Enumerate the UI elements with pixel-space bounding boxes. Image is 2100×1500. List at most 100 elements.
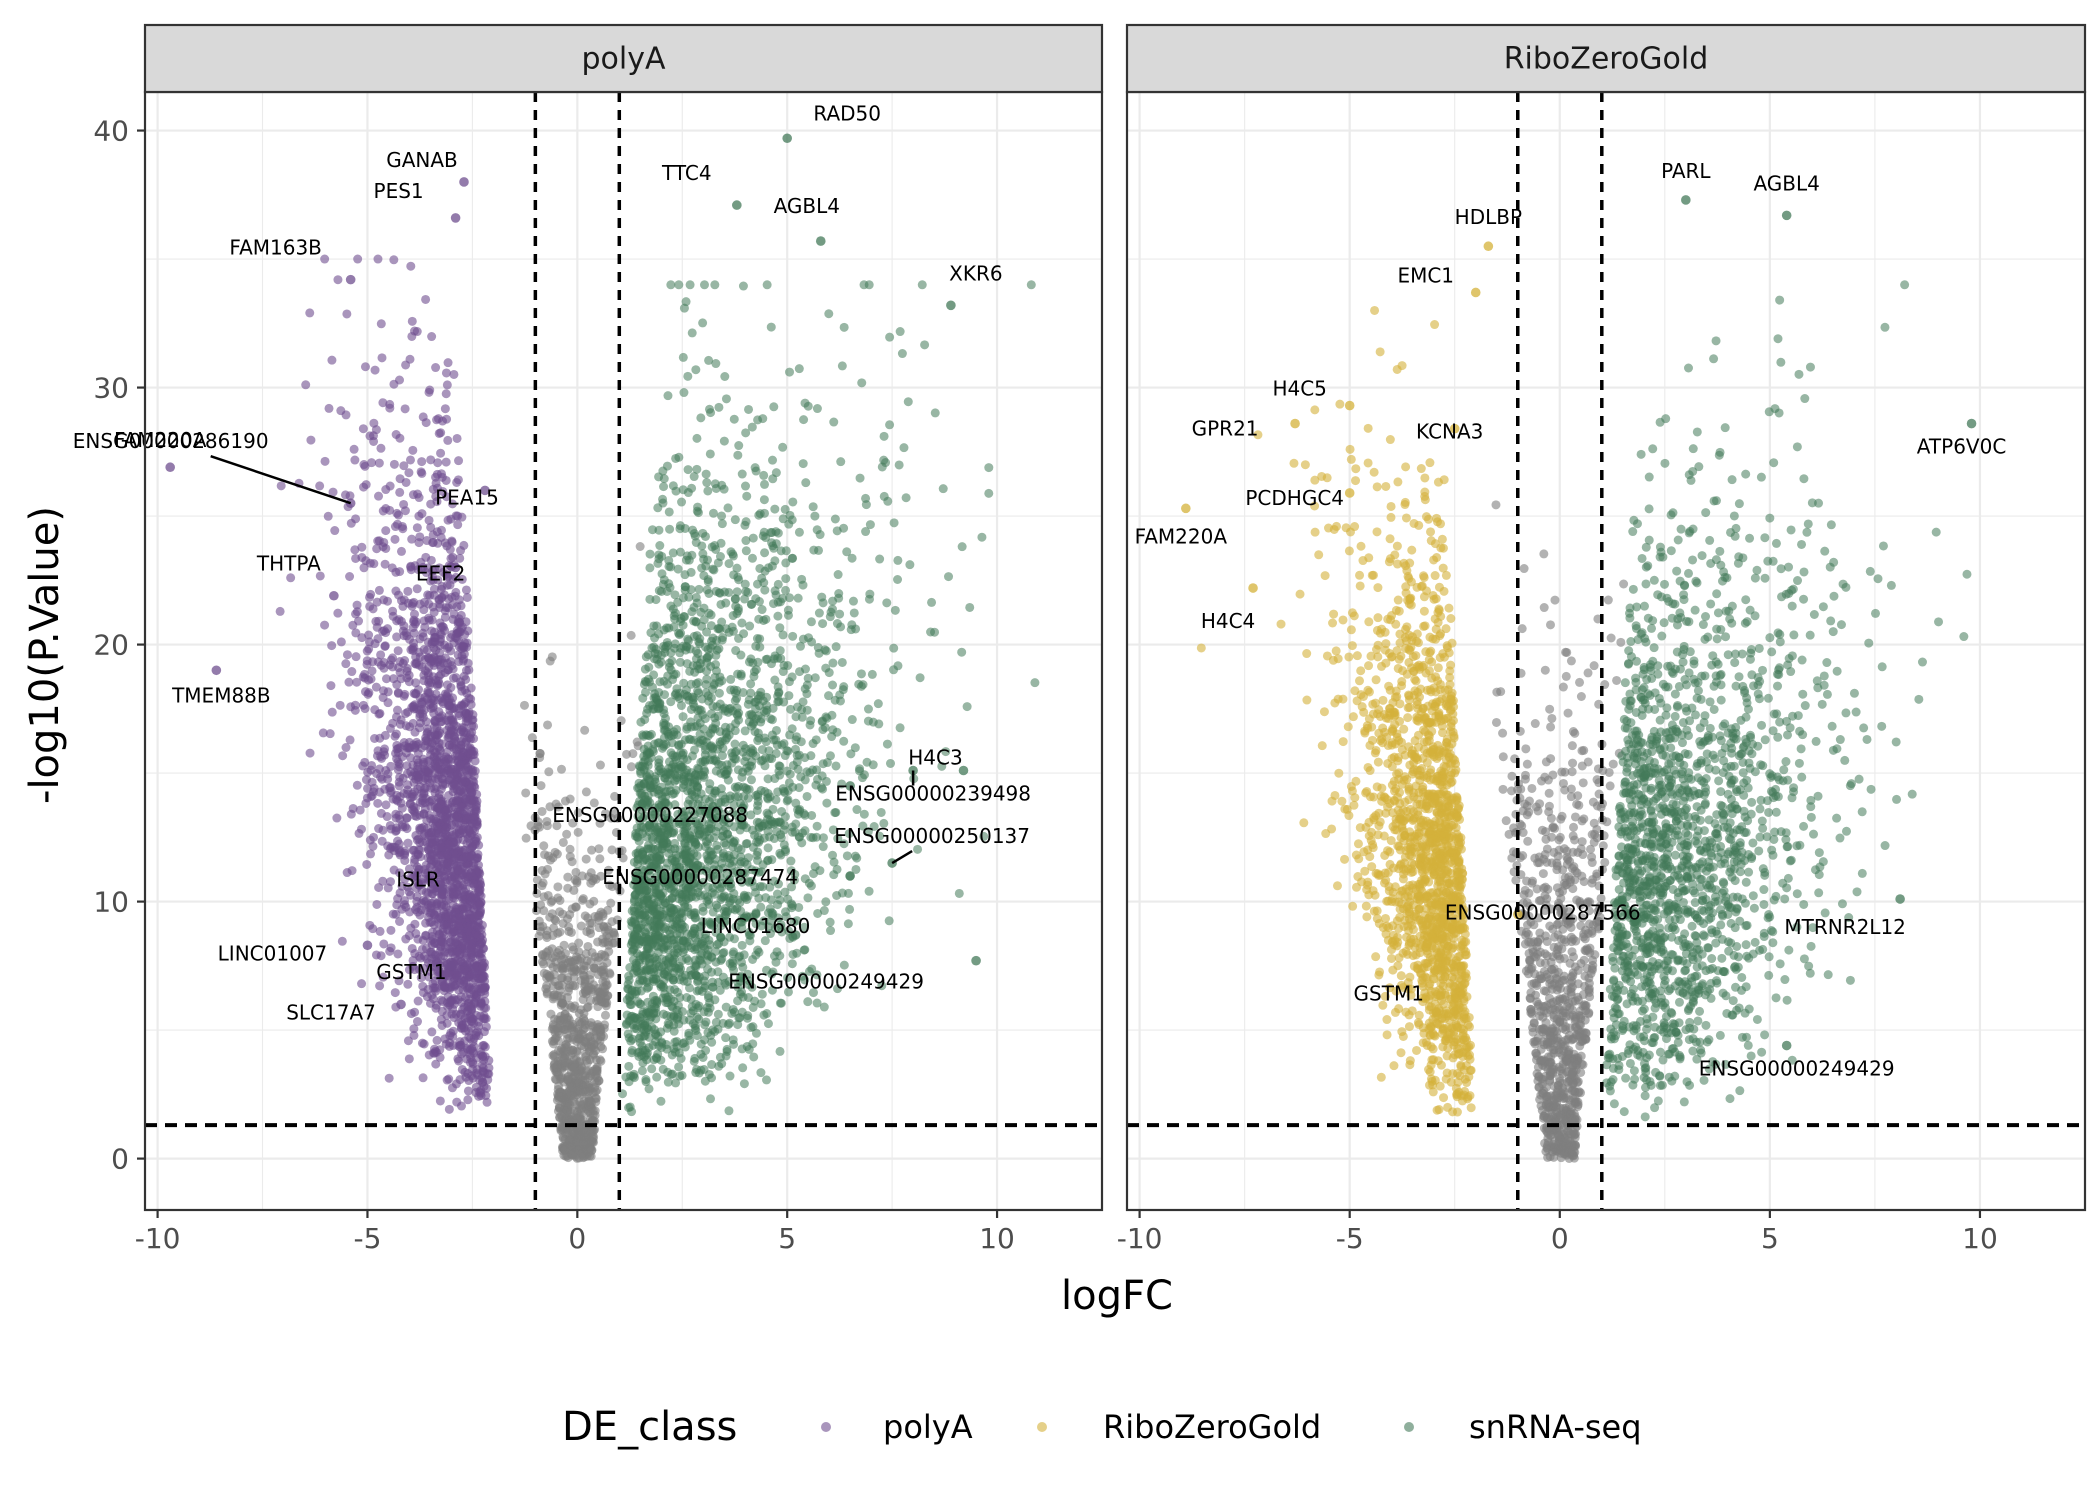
gene-point	[723, 503, 733, 513]
gene-point	[357, 552, 367, 562]
gene-point	[718, 948, 728, 958]
gene-point	[453, 865, 463, 875]
gene-point	[431, 1003, 441, 1013]
gene-point	[696, 413, 706, 423]
gene-point	[760, 548, 770, 558]
gene-point	[656, 1096, 666, 1106]
gene-point	[573, 827, 583, 837]
gene-point	[859, 809, 869, 819]
gene-point	[561, 1039, 571, 1049]
gene-point	[757, 605, 767, 615]
gene-point	[737, 469, 747, 479]
gene-point	[690, 1053, 700, 1063]
gene-point	[710, 541, 720, 551]
gene-point	[386, 925, 396, 935]
gene-point	[424, 387, 434, 397]
gene-point	[542, 816, 552, 826]
gene-point	[442, 1018, 452, 1028]
gene-point	[366, 849, 376, 859]
gene-point	[591, 874, 601, 884]
gene-point	[451, 736, 461, 746]
gene-point	[582, 927, 592, 937]
gene-point	[395, 814, 405, 824]
gene-point	[762, 1075, 772, 1085]
gene-point	[839, 322, 849, 332]
gene-point	[395, 375, 405, 385]
gene-point	[380, 641, 390, 651]
gene-point	[691, 537, 701, 547]
gene-point	[798, 459, 808, 469]
gene-point	[814, 608, 824, 618]
gene-point	[437, 842, 447, 852]
gene-point	[874, 719, 884, 729]
gene-point	[418, 1073, 428, 1083]
gene-point	[395, 487, 405, 497]
gene-point	[402, 663, 412, 673]
gene-point	[741, 428, 751, 438]
gene-point	[739, 1079, 749, 1089]
gene-point	[407, 534, 417, 544]
gene-point	[837, 657, 847, 667]
gene-point	[330, 526, 340, 536]
gene-point	[895, 327, 905, 337]
gene-point	[389, 255, 399, 265]
gene-point	[641, 1077, 651, 1087]
gene-point	[798, 580, 808, 590]
gene-point	[447, 630, 457, 640]
gene-point	[439, 920, 449, 930]
gene-point	[832, 526, 842, 536]
panel-polya: RAD50GANABTTC4PES1AGBL4FAM163BXKR6ENSG00…	[73, 23, 1104, 1255]
gene-point	[395, 917, 405, 927]
gene-point	[609, 927, 619, 937]
gene-point	[741, 546, 751, 556]
gene-point	[359, 460, 369, 470]
gene-point	[419, 705, 429, 715]
gene-point	[338, 751, 348, 761]
gene-point	[569, 885, 579, 895]
gene-point	[463, 1086, 473, 1096]
gene-point	[703, 486, 713, 496]
gene-point	[373, 798, 383, 808]
gene-point	[442, 850, 452, 860]
gene-point	[599, 1023, 609, 1033]
gene-point	[817, 592, 827, 602]
gene-point	[664, 507, 674, 517]
gene-point	[596, 1042, 606, 1052]
gene-point	[802, 689, 812, 699]
gene-point	[521, 833, 531, 843]
gene-point	[641, 677, 651, 687]
gene-point	[702, 478, 712, 488]
gene-point	[627, 1107, 637, 1117]
gene-point	[563, 992, 573, 1002]
gene-point	[847, 715, 857, 725]
gene-point	[275, 606, 285, 616]
gene-point	[386, 824, 396, 834]
gene-point	[477, 938, 487, 948]
gene-point	[436, 428, 446, 438]
gene-point	[385, 877, 395, 887]
gene-point	[965, 602, 975, 612]
gene-point	[400, 404, 410, 414]
gene-point	[452, 433, 462, 443]
gene-point	[412, 584, 422, 594]
gene-point	[592, 1025, 602, 1035]
gene-point	[340, 490, 350, 500]
gene-point	[645, 563, 655, 573]
gene-point	[476, 891, 486, 901]
gene-point	[455, 949, 465, 959]
gene-point	[873, 699, 883, 709]
gene-point	[757, 573, 767, 583]
gene-point	[581, 1036, 591, 1046]
gene-point	[645, 549, 655, 559]
gene-point	[348, 803, 358, 813]
gene-point	[756, 1068, 766, 1078]
gene-point	[638, 693, 648, 703]
gene-point	[450, 980, 460, 990]
gene-point	[428, 672, 438, 682]
gene-point	[553, 1023, 563, 1033]
gene-point	[858, 680, 868, 690]
gene-point	[450, 591, 460, 601]
gene-point	[467, 787, 477, 797]
gene-point	[715, 1052, 725, 1062]
